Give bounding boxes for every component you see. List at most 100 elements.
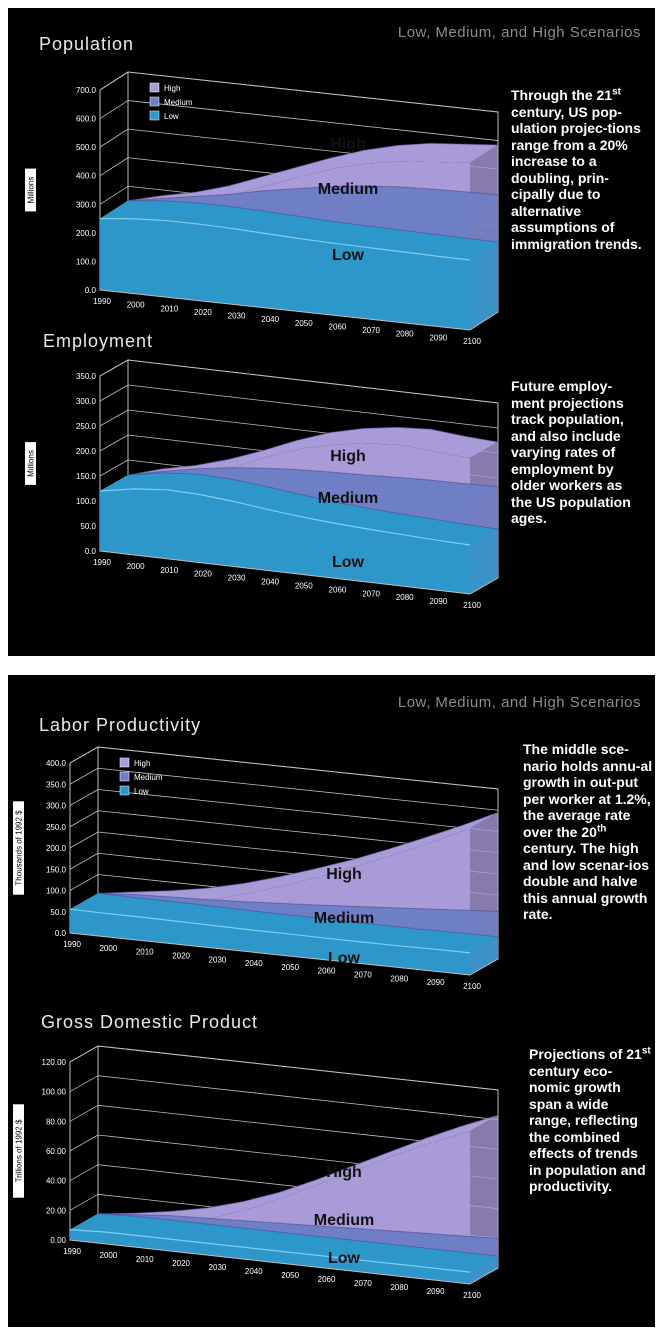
y-tick-label: 0.0 (85, 286, 97, 295)
gridline (97, 1075, 499, 1121)
y-tick-label: 120.00 (42, 1058, 67, 1067)
gdp-description: Projections of 21st century eco-nomic gr… (529, 1046, 653, 1195)
gridline-side (69, 767, 99, 785)
gridline (127, 384, 499, 429)
floor-edge-right (469, 958, 499, 976)
y-tick-label: 20.00 (46, 1206, 67, 1215)
x-tick-label: 2020 (194, 570, 212, 579)
series-line-high (97, 811, 499, 894)
y-axis-label-group: Millions (25, 168, 36, 212)
series-line-low (97, 1213, 499, 1257)
y-tick-label: 40.00 (46, 1177, 67, 1186)
gridline-side (69, 1045, 99, 1063)
gridline (97, 746, 499, 790)
population-chart: 0.0 100.0 200.0 300.0 400.0 500.0 600.0 700.0 Mi… (25, 71, 499, 346)
x-tick-label: 1990 (63, 940, 81, 949)
y-tick-label: 400.0 (46, 759, 67, 768)
legend-swatch-high (119, 757, 130, 768)
series-line-medium (97, 1213, 499, 1239)
area-front-low (100, 488, 470, 594)
employment-chart: 0.0 50.0 100.0 150.0 200.0 250.0 300.0 350.0 Mil… (25, 359, 499, 610)
series-line-medium (97, 892, 499, 912)
legend-swatch-low (119, 785, 130, 796)
y-axis-label-box (13, 1104, 24, 1198)
gdp-text-part-1: st (641, 1045, 651, 1057)
x-tick-label: 2030 (209, 1263, 227, 1272)
x-tick-label: 2100 (463, 337, 481, 346)
area-top-low (70, 893, 498, 953)
productivity-description: The middle sce-nario holds annu-al growt… (523, 741, 653, 923)
x-tick-label: 2100 (463, 982, 481, 991)
x-tick-label: 2090 (429, 597, 447, 606)
x-tick-label: 2060 (318, 1275, 336, 1284)
y-tick-label: 600.0 (76, 115, 97, 124)
productivity-text-part-1: th (596, 822, 607, 834)
area-label-medium: Medium (314, 910, 374, 927)
area-front-low (100, 218, 470, 330)
legend-label-high: High (134, 759, 150, 768)
gdp-chart: 0.00 20.00 40.00 60.00 80.00 100.00 120.00 Tril… (13, 1045, 499, 1300)
area-end-low (470, 1256, 498, 1284)
gridline-side (69, 789, 99, 806)
gridline-side (99, 384, 129, 402)
gridline-side (99, 459, 129, 477)
area-label-high: High (330, 136, 366, 153)
x-tick-label: 2040 (245, 1267, 263, 1276)
x-tick-label: 2050 (295, 319, 313, 328)
x-tick-label: 2010 (136, 1255, 154, 1264)
population-text-part-0: Through the 21 (511, 87, 613, 103)
labor-productivity-title: Labor Productivity (39, 715, 202, 735)
y-tick-label: 0.00 (50, 1236, 66, 1245)
population-description: Through the 21st century, US pop-ulation… (511, 87, 645, 252)
legend-label-high: High (164, 84, 180, 93)
gridline-side (99, 185, 129, 205)
y-axis-label-group: Thousands of 1992 $ (13, 801, 24, 895)
gridline-side (69, 874, 99, 891)
x-tick-label: 2090 (427, 1287, 445, 1296)
area-label-medium: Medium (314, 1212, 374, 1229)
y-tick-label: 200.0 (46, 844, 67, 853)
gdp-text-part-2: century eco-nomic growth span a wide ran… (529, 1062, 646, 1195)
y-tick-label: 500.0 (76, 143, 97, 152)
x-tick-label: 2000 (127, 562, 145, 571)
gridline-side (99, 409, 129, 427)
floor-edge (99, 550, 471, 595)
y-tick-label: 100.0 (46, 887, 67, 896)
y-tick-label: 350.0 (46, 780, 67, 789)
x-tick-label: 2010 (160, 304, 178, 313)
area-label-low: Low (328, 1250, 361, 1267)
low-front-edge (69, 908, 471, 954)
gdp-title: Gross Domestic Product (41, 1012, 259, 1032)
panel-productivity-gdp: Low, Medium, and High Scenarios Labor Pr… (8, 675, 655, 1327)
x-tick-label: 2020 (172, 951, 190, 960)
series-line-low (97, 892, 499, 938)
floor-edge-right (469, 577, 499, 595)
low-front-edge (99, 217, 471, 261)
legend-label-medium: Medium (134, 773, 163, 782)
area-front-low (70, 1229, 470, 1284)
gridline-side (99, 157, 129, 177)
y-axis-label-box (13, 801, 24, 895)
panel-population-employment: Low, Medium, and High Scenarios Populati… (8, 8, 655, 656)
y-tick-label: 300.0 (76, 397, 97, 406)
y-tick-label: 50.0 (80, 522, 96, 531)
legend-swatch-high (149, 82, 160, 93)
y-axis-label-box (25, 442, 36, 485)
legend-swatch-medium (149, 96, 160, 107)
floor-edge (69, 932, 471, 976)
low-front-edge (99, 488, 471, 546)
x-tick-label: 2080 (396, 330, 414, 339)
gridline-side (69, 746, 99, 764)
x-tick-label: 2010 (136, 948, 154, 957)
x-tick-label: 2040 (261, 315, 279, 324)
y-axis-label: Thousands of 1992 $ (15, 810, 24, 886)
area-end-low (470, 529, 498, 594)
gdp-text-part-0: Projections of 21 (529, 1046, 642, 1062)
x-tick-label: 2070 (354, 971, 372, 980)
x-tick-label: 2040 (261, 578, 279, 587)
y-tick-label: 250.0 (46, 823, 67, 832)
area-label-high: High (326, 866, 362, 883)
gridline (97, 767, 499, 811)
gridline (127, 71, 499, 113)
x-tick-label: 2000 (127, 301, 145, 310)
